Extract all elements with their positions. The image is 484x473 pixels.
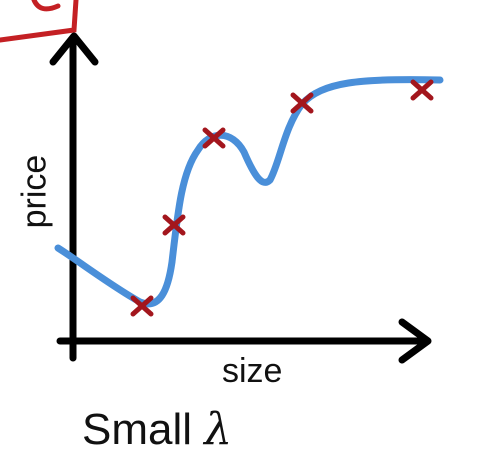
red-annotation-hook: [34, 0, 58, 9]
caption-text: Small: [82, 405, 192, 454]
caption: Small λ: [82, 404, 232, 455]
y-axis-label: price: [15, 155, 54, 229]
lambda-symbol: λ: [204, 404, 232, 455]
x-axis-label: size: [222, 352, 282, 391]
data-point-5: [413, 82, 431, 98]
fitted-curve: [58, 80, 440, 304]
